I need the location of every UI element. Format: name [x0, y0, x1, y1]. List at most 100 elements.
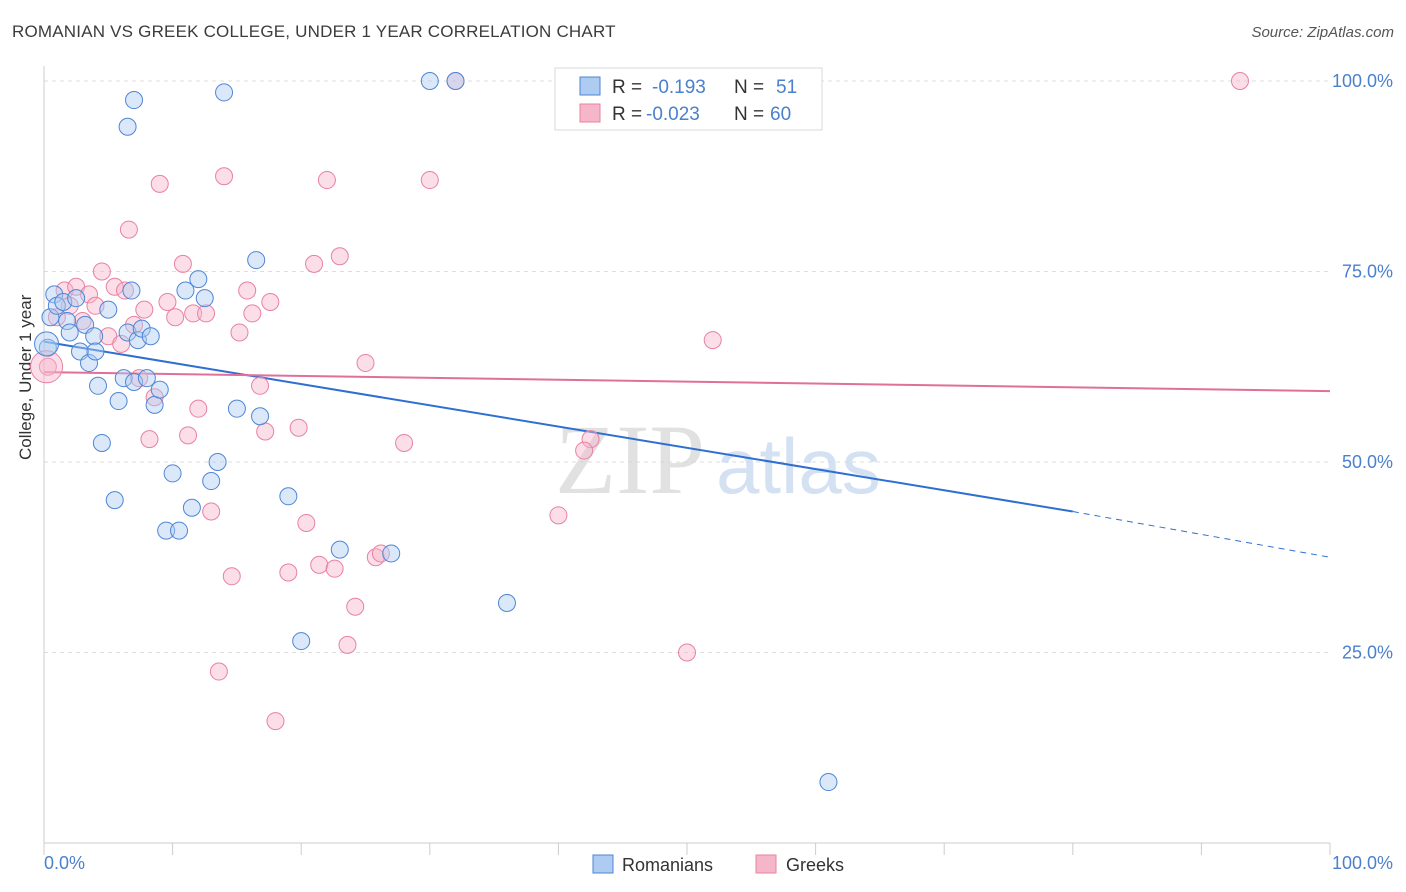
- greeks-point: [678, 643, 696, 662]
- greeks-point: [209, 662, 228, 681]
- greeks-point: [575, 441, 594, 460]
- greeks-point: [266, 712, 285, 731]
- romanians-point: [182, 498, 201, 517]
- y-tick-label: 25.0%: [1342, 643, 1393, 663]
- greeks-point: [158, 292, 177, 311]
- romanians-trend-extension: [1072, 511, 1331, 558]
- romanians-point: [118, 117, 137, 136]
- romanians-point: [60, 323, 79, 342]
- romanians-point: [227, 399, 246, 418]
- greeks-point: [140, 430, 159, 449]
- y-tick-label: 50.0%: [1342, 452, 1393, 472]
- romanians-point: [34, 331, 60, 357]
- romanians-point: [420, 72, 439, 90]
- romanians-point: [45, 285, 64, 304]
- gridlines: [44, 80, 1330, 653]
- romanians-point: [382, 544, 401, 563]
- y-tick-labels: 25.0% 50.0% 75.0% 100.0%: [1332, 71, 1393, 663]
- trend-lines: [43, 340, 1331, 558]
- romanians-point: [215, 83, 234, 102]
- greeks-point: [189, 399, 208, 418]
- greeks-point: [238, 281, 257, 300]
- legend-n-value: 51: [776, 77, 797, 98]
- legend-label-romanians: Romanians: [622, 855, 713, 875]
- greeks-trend-line: [43, 371, 1331, 393]
- greeks-point: [549, 506, 568, 525]
- romanians-point: [122, 281, 141, 300]
- romanians-point: [67, 289, 86, 308]
- greeks-point: [38, 357, 57, 376]
- greeks-point: [256, 422, 275, 441]
- greeks-point: [150, 174, 169, 193]
- legend-swatch-romanians: [592, 854, 614, 874]
- romanians-point: [150, 380, 169, 399]
- greeks-point: [105, 277, 124, 296]
- y-tick-label: 100.0%: [1332, 71, 1393, 91]
- romanians-point: [195, 289, 214, 308]
- romanians-point: [251, 407, 270, 426]
- greeks-point: [330, 247, 349, 266]
- greeks-point: [581, 430, 600, 449]
- legend-swatch-greeks: [579, 103, 601, 123]
- romanians-point: [80, 353, 99, 372]
- greeks-point: [202, 502, 221, 521]
- greeks-point: [297, 513, 316, 532]
- source-attribution: Source: ZipAtlas.com: [1251, 24, 1394, 41]
- legend-r-label: R =: [612, 77, 642, 98]
- romanians-point: [92, 433, 111, 452]
- greeks-point: [346, 597, 365, 616]
- romanians-point: [141, 327, 160, 346]
- greeks-point: [30, 350, 64, 384]
- romanians-point: [208, 453, 227, 471]
- romanians-point: [330, 540, 349, 559]
- romanians-point: [279, 487, 298, 506]
- romanians-point: [176, 281, 195, 300]
- greeks-point: [173, 254, 192, 273]
- greeks-point: [279, 563, 298, 582]
- greeks-point: [197, 304, 216, 323]
- y-tick-label: 75.0%: [1342, 262, 1393, 282]
- romanians-point: [105, 491, 124, 510]
- greeks-point: [92, 262, 111, 281]
- romanians-point: [41, 308, 60, 327]
- greeks-point: [325, 559, 344, 578]
- romanians-point: [58, 312, 77, 331]
- romanians-point: [170, 521, 189, 540]
- legend-swatch-greeks: [755, 854, 777, 874]
- x-tick-label: 100.0%: [1332, 853, 1393, 873]
- greeks-point: [395, 433, 414, 452]
- greeks-point: [338, 635, 357, 654]
- romanians-point: [89, 376, 108, 395]
- stats-legend: R = -0.193 N = 51 R = -0.023 N = 60: [554, 67, 823, 131]
- legend-label-greeks: Greeks: [786, 855, 844, 875]
- romanians-trend-line: [43, 340, 1073, 513]
- greeks-point: [371, 544, 390, 563]
- greeks-point: [179, 426, 198, 445]
- legend-r-label: R =: [612, 104, 642, 125]
- legend-n-label: N =: [734, 77, 764, 98]
- greeks-point: [166, 308, 185, 327]
- greeks-point: [119, 220, 138, 239]
- romanians-point: [137, 369, 156, 388]
- data-points: [30, 72, 1249, 792]
- greeks-point: [305, 254, 324, 273]
- greeks-point: [215, 167, 234, 186]
- romanians-point: [99, 300, 118, 319]
- greeks-point: [703, 331, 722, 350]
- greeks-point: [135, 300, 154, 319]
- romanians-point: [114, 369, 133, 388]
- axes: [43, 66, 1331, 855]
- romanians-point: [145, 395, 164, 414]
- romanians-point: [132, 319, 151, 338]
- greeks-point: [251, 376, 270, 395]
- romanians-point: [446, 72, 465, 90]
- legend-r-value: -0.023: [646, 104, 700, 125]
- greeks-point: [317, 171, 336, 190]
- romanians-point: [125, 91, 144, 110]
- watermark: ZIP atlas: [555, 404, 881, 515]
- legend-swatch-romanians: [579, 76, 601, 96]
- greeks-point: [1230, 72, 1249, 90]
- greeks-point: [116, 281, 135, 300]
- greeks-point: [230, 323, 249, 342]
